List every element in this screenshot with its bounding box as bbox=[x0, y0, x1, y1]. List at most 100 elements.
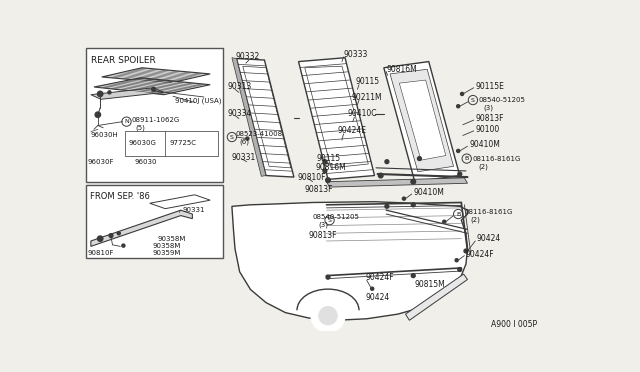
Text: A900 I 005P: A900 I 005P bbox=[491, 320, 537, 328]
Circle shape bbox=[122, 244, 125, 247]
Text: S: S bbox=[328, 218, 332, 223]
Bar bbox=[125, 131, 218, 155]
Text: 90816M: 90816M bbox=[387, 65, 418, 74]
Polygon shape bbox=[232, 202, 467, 320]
Circle shape bbox=[152, 87, 156, 91]
Polygon shape bbox=[298, 58, 374, 179]
Polygon shape bbox=[94, 78, 210, 95]
Text: N: N bbox=[124, 119, 129, 124]
Text: 90115E: 90115E bbox=[476, 82, 504, 91]
Circle shape bbox=[326, 178, 330, 183]
Circle shape bbox=[385, 160, 389, 164]
Circle shape bbox=[97, 236, 103, 241]
Text: (3): (3) bbox=[483, 105, 493, 111]
Text: 08540-51205: 08540-51205 bbox=[312, 214, 360, 220]
Text: 90331: 90331 bbox=[232, 153, 256, 161]
Text: 08116-8161G: 08116-8161G bbox=[472, 155, 520, 161]
Circle shape bbox=[311, 299, 345, 333]
Text: 90358M: 90358M bbox=[157, 237, 186, 243]
Text: B: B bbox=[465, 156, 469, 161]
Text: 90424: 90424 bbox=[477, 234, 501, 243]
Text: 90424: 90424 bbox=[365, 293, 390, 302]
Text: 90813F: 90813F bbox=[476, 114, 504, 123]
Text: 90332: 90332 bbox=[235, 52, 259, 61]
Text: 90424F: 90424F bbox=[365, 273, 394, 282]
Polygon shape bbox=[150, 195, 210, 209]
Text: 96030G: 96030G bbox=[128, 140, 156, 146]
Text: 90359M: 90359M bbox=[153, 250, 181, 256]
Circle shape bbox=[97, 91, 103, 97]
Text: 90331: 90331 bbox=[182, 207, 205, 213]
Bar bbox=[86, 185, 223, 258]
Text: 90313: 90313 bbox=[227, 83, 252, 92]
Polygon shape bbox=[91, 210, 193, 246]
Circle shape bbox=[458, 172, 461, 176]
Text: 08523-41008: 08523-41008 bbox=[235, 131, 282, 137]
Circle shape bbox=[403, 197, 406, 200]
Text: (6): (6) bbox=[239, 138, 250, 145]
Circle shape bbox=[458, 267, 461, 272]
Text: 90816M: 90816M bbox=[316, 163, 346, 172]
Text: (2): (2) bbox=[478, 163, 488, 170]
Circle shape bbox=[455, 259, 458, 262]
Circle shape bbox=[371, 287, 374, 290]
Polygon shape bbox=[399, 80, 446, 160]
Circle shape bbox=[323, 169, 327, 173]
Text: (2): (2) bbox=[470, 217, 481, 224]
Circle shape bbox=[443, 220, 446, 223]
Circle shape bbox=[326, 275, 330, 279]
Text: S: S bbox=[230, 135, 234, 140]
Text: (5): (5) bbox=[136, 125, 146, 131]
Text: 90211M: 90211M bbox=[351, 93, 382, 102]
Polygon shape bbox=[390, 69, 454, 172]
Text: REAR SPOILER: REAR SPOILER bbox=[91, 56, 156, 65]
Text: 08911-1062G: 08911-1062G bbox=[132, 117, 180, 123]
Text: 90813F: 90813F bbox=[305, 185, 333, 194]
Text: 90115: 90115 bbox=[356, 77, 380, 86]
Text: 90424F: 90424F bbox=[466, 250, 495, 259]
Text: 96030: 96030 bbox=[134, 160, 157, 166]
Circle shape bbox=[412, 274, 415, 278]
Polygon shape bbox=[384, 62, 460, 182]
Polygon shape bbox=[232, 58, 266, 176]
Polygon shape bbox=[102, 68, 210, 83]
Text: 90410J (USA): 90410J (USA) bbox=[175, 97, 221, 104]
Text: S: S bbox=[471, 97, 475, 103]
Polygon shape bbox=[406, 274, 467, 320]
Text: 08540-51205: 08540-51205 bbox=[478, 97, 525, 103]
Circle shape bbox=[461, 92, 463, 96]
Text: 08116-8161G: 08116-8161G bbox=[465, 209, 513, 215]
Polygon shape bbox=[237, 58, 294, 177]
Text: 96030H: 96030H bbox=[91, 132, 118, 138]
Circle shape bbox=[464, 249, 468, 253]
Polygon shape bbox=[326, 178, 467, 187]
Text: 90410M: 90410M bbox=[413, 188, 444, 197]
Circle shape bbox=[109, 234, 113, 238]
Text: 90810F: 90810F bbox=[297, 173, 326, 182]
Text: 96030F: 96030F bbox=[88, 160, 115, 166]
Text: FROM SEP. '86: FROM SEP. '86 bbox=[90, 192, 150, 202]
Text: 90358M: 90358M bbox=[153, 243, 181, 249]
Circle shape bbox=[95, 112, 100, 118]
Text: 90100: 90100 bbox=[476, 125, 499, 134]
Circle shape bbox=[378, 173, 383, 178]
Text: (3): (3) bbox=[319, 222, 329, 228]
Circle shape bbox=[457, 150, 460, 153]
Text: 90810F: 90810F bbox=[88, 250, 115, 256]
Text: B: B bbox=[456, 212, 460, 217]
Circle shape bbox=[457, 105, 460, 108]
Circle shape bbox=[411, 179, 415, 184]
Circle shape bbox=[385, 205, 389, 208]
Circle shape bbox=[417, 157, 421, 161]
Text: 90424E: 90424E bbox=[337, 126, 366, 135]
Text: 90813F: 90813F bbox=[308, 231, 337, 240]
Text: 90410M: 90410M bbox=[469, 140, 500, 149]
Text: 90410C: 90410C bbox=[348, 109, 377, 118]
Polygon shape bbox=[91, 88, 164, 99]
Circle shape bbox=[412, 203, 415, 207]
Circle shape bbox=[323, 160, 327, 164]
Text: 90115: 90115 bbox=[316, 154, 340, 163]
Text: 97725C: 97725C bbox=[170, 140, 197, 146]
Text: 90815M: 90815M bbox=[415, 280, 445, 289]
Circle shape bbox=[117, 232, 120, 235]
